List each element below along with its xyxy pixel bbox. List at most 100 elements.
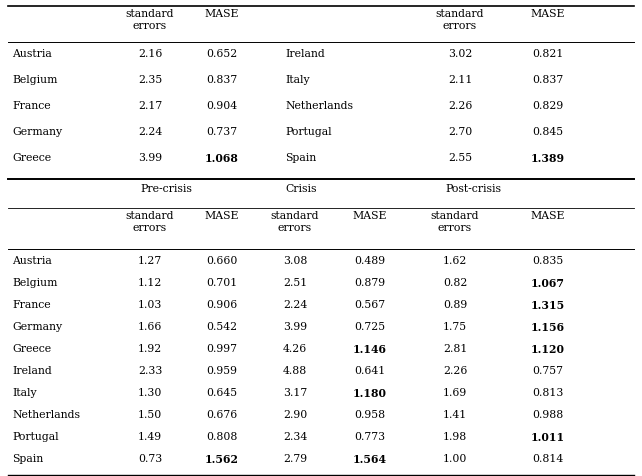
Text: 2.34: 2.34 [283,432,307,442]
Text: 0.904: 0.904 [207,101,238,111]
Text: 0.959: 0.959 [207,366,238,376]
Text: 0.725: 0.725 [354,322,386,332]
Text: Greece: Greece [12,344,51,354]
Text: Pre-crisis: Pre-crisis [140,184,192,194]
Text: 0.808: 0.808 [206,432,238,442]
Text: 0.737: 0.737 [207,127,238,137]
Text: 1.564: 1.564 [353,454,387,465]
Text: Greece: Greece [12,153,51,163]
Text: 2.17: 2.17 [138,101,162,111]
Text: 1.27: 1.27 [138,256,162,266]
Text: 1.12: 1.12 [138,278,162,288]
Text: 1.98: 1.98 [443,432,467,442]
Text: 0.879: 0.879 [354,278,386,288]
Text: standard
errors: standard errors [271,211,319,233]
Text: 0.652: 0.652 [206,49,238,59]
Text: Italy: Italy [12,388,37,398]
Text: 0.645: 0.645 [207,388,238,398]
Text: Belgium: Belgium [12,75,57,85]
Text: standard
errors: standard errors [126,211,174,233]
Text: 0.906: 0.906 [206,300,238,310]
Text: Crisis: Crisis [285,184,317,194]
Text: 1.389: 1.389 [531,153,565,164]
Text: standard
errors: standard errors [436,9,484,30]
Text: 1.75: 1.75 [443,322,467,332]
Text: Ireland: Ireland [285,49,325,59]
Text: 0.757: 0.757 [532,366,564,376]
Text: 0.845: 0.845 [532,127,564,137]
Text: 3.99: 3.99 [283,322,307,332]
Text: 0.821: 0.821 [532,49,564,59]
Text: 1.03: 1.03 [138,300,162,310]
Text: 1.66: 1.66 [138,322,162,332]
Text: MASE: MASE [531,211,565,221]
Text: 1.41: 1.41 [443,410,467,420]
Text: 0.73: 0.73 [138,454,162,464]
Text: 0.89: 0.89 [443,300,467,310]
Text: Belgium: Belgium [12,278,57,288]
Text: Germany: Germany [12,322,62,332]
Text: 0.567: 0.567 [354,300,386,310]
Text: France: France [12,300,51,310]
Text: 2.35: 2.35 [138,75,162,85]
Text: 0.813: 0.813 [532,388,564,398]
Text: 1.562: 1.562 [205,454,239,465]
Text: 0.814: 0.814 [532,454,564,464]
Text: Germany: Germany [12,127,62,137]
Text: MASE: MASE [352,211,387,221]
Text: 2.24: 2.24 [283,300,307,310]
Text: 1.62: 1.62 [443,256,467,266]
Text: Austria: Austria [12,49,52,59]
Text: 1.30: 1.30 [138,388,162,398]
Text: MASE: MASE [205,211,239,221]
Text: 2.11: 2.11 [448,75,472,85]
Text: 2.24: 2.24 [138,127,162,137]
Text: 1.068: 1.068 [205,153,239,164]
Text: 0.641: 0.641 [354,366,386,376]
Text: Austria: Austria [12,256,52,266]
Text: 0.489: 0.489 [354,256,386,266]
Text: 1.49: 1.49 [138,432,162,442]
Text: 3.99: 3.99 [138,153,162,163]
Text: 3.08: 3.08 [283,256,307,266]
Text: 4.88: 4.88 [283,366,307,376]
Text: 1.180: 1.180 [353,388,387,399]
Text: 1.92: 1.92 [138,344,162,354]
Text: 2.26: 2.26 [443,366,467,376]
Text: 0.82: 0.82 [443,278,467,288]
Text: Post-crisis: Post-crisis [445,184,501,194]
Text: 1.69: 1.69 [443,388,467,398]
Text: 3.17: 3.17 [283,388,307,398]
Text: Portugal: Portugal [12,432,58,442]
Text: 0.835: 0.835 [532,256,564,266]
Text: 1.067: 1.067 [531,278,565,289]
Text: standard
errors: standard errors [431,211,479,233]
Text: 1.156: 1.156 [531,322,565,333]
Text: 2.81: 2.81 [443,344,467,354]
Text: 1.146: 1.146 [353,344,387,355]
Text: 1.315: 1.315 [531,300,565,311]
Text: 4.26: 4.26 [283,344,307,354]
Text: 0.829: 0.829 [532,101,564,111]
Text: MASE: MASE [205,9,239,19]
Text: 2.70: 2.70 [448,127,472,137]
Text: 0.676: 0.676 [206,410,238,420]
Text: 0.837: 0.837 [206,75,238,85]
Text: 0.988: 0.988 [532,410,564,420]
Text: 2.33: 2.33 [138,366,162,376]
Text: 2.79: 2.79 [283,454,307,464]
Text: MASE: MASE [531,9,565,19]
Text: Portugal: Portugal [285,127,332,137]
Text: Italy: Italy [285,75,309,85]
Text: Netherlands: Netherlands [12,410,80,420]
Text: 0.660: 0.660 [206,256,238,266]
Text: 1.120: 1.120 [531,344,565,355]
Text: 2.16: 2.16 [138,49,162,59]
Text: 1.00: 1.00 [443,454,467,464]
Text: 0.837: 0.837 [532,75,564,85]
Text: 3.02: 3.02 [448,49,472,59]
Text: Netherlands: Netherlands [285,101,353,111]
Text: 1.50: 1.50 [138,410,162,420]
Text: Spain: Spain [285,153,317,163]
Text: Ireland: Ireland [12,366,52,376]
